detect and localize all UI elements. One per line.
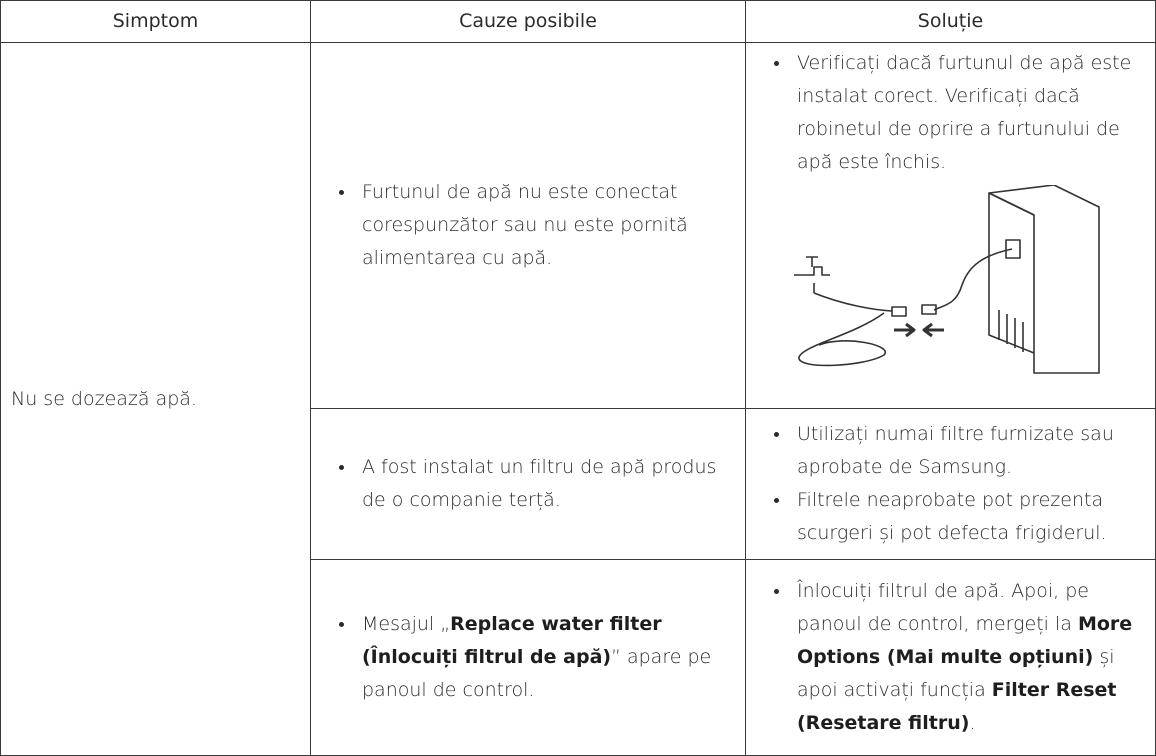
- bullet-item: Utilizați numai filtre furnizate sau apr…: [791, 418, 1145, 484]
- solutions-cell: Utilizați numai filtre furnizate sau apr…: [745, 408, 1156, 560]
- fridge-vents: [998, 310, 1024, 352]
- text: ” apare pe panoul de control.: [362, 646, 712, 701]
- text: Mesajul „: [362, 613, 451, 635]
- row: Mesajul „Replace water filter (Înlocuiți…: [1, 559, 1156, 756]
- connector: [891, 306, 907, 317]
- hose-fridge: [933, 248, 1013, 311]
- bullet-item: Înlocuiți filtrul de apă. Apoi, pe panou…: [791, 575, 1145, 740]
- header-cell: Soluție: [745, 0, 1156, 43]
- solutions-cell: Verificați dacă furtunul de apă este ins…: [745, 42, 1156, 409]
- solution-list: Verificați dacă furtunul de apă este ins…: [766, 47, 1145, 179]
- bullet-item: Filtrele neaprobate pot prezenta scurger…: [791, 484, 1145, 550]
- arrow-right: [894, 322, 916, 338]
- header-cell: Simptom: [0, 0, 311, 43]
- symptom: Nu se dozează apă.: [11, 387, 197, 410]
- text: Filtrele neaprobate pot prezenta scurger…: [797, 489, 1107, 544]
- header-cell: Cauze posibile: [310, 0, 746, 43]
- solution-list: Utilizați numai filtre furnizate sau apr…: [766, 418, 1145, 550]
- causes-cell: A fost instalat un filtru de apă produs …: [310, 408, 746, 560]
- solution-list: Înlocuiți filtrul de apă. Apoi, pe panou…: [766, 575, 1145, 740]
- cause-list: A fost instalat un filtru de apă produs …: [331, 451, 735, 517]
- causes-cell: Furtunul de apă nu este conectat corespu…: [310, 42, 746, 409]
- faucet: [794, 256, 893, 312]
- text: Utilizați numai filtre furnizate sau apr…: [797, 423, 1114, 478]
- bullet-item: Mesajul „Replace water filter (Înlocuiți…: [356, 608, 735, 707]
- arrow-left: [922, 322, 944, 338]
- text: Verificați dacă furtunul de apă este ins…: [797, 52, 1132, 173]
- header-row: Simptom Cauze posibile Soluție: [0, 0, 1156, 43]
- causes-cell: Mesajul „Replace water filter (Înlocuiți…: [310, 559, 746, 756]
- bullet-item: Furtunul de apă nu este conectat corespu…: [356, 176, 735, 275]
- bullet-item: A fost instalat un filtru de apă produs …: [356, 451, 735, 517]
- cause-list: Furtunul de apă nu este conectat corespu…: [331, 176, 735, 275]
- row: A fost instalat un filtru de apă produs …: [1, 408, 1156, 560]
- solutions-cell: Înlocuiți filtrul de apă. Apoi, pe panou…: [745, 559, 1156, 756]
- emphasis-text: More Options (Mai multe opțiuni): [797, 613, 1133, 668]
- hose-coil: [798, 312, 887, 367]
- text: Înlocuiți filtrul de apă. Apoi, pe panou…: [797, 580, 1089, 635]
- text: Furtunul de apă nu este conectat corespu…: [362, 181, 688, 269]
- row: Nu se dozează apă. Furtunul de apă nu es…: [0, 42, 1156, 756]
- text: și apoi activați funcția: [797, 646, 1115, 701]
- cause-list: Mesajul „Replace water filter (Înlocuiți…: [331, 608, 735, 707]
- connector: [921, 304, 937, 315]
- fridge: [988, 185, 1100, 374]
- bullet-item: Verificați dacă furtunul de apă este ins…: [791, 47, 1145, 179]
- symptom-cell: Nu se dozează apă.: [0, 42, 311, 756]
- fridge-edge: [988, 192, 1035, 354]
- emphasis-text: Replace water filter (Înlocuiți filtrul …: [362, 613, 662, 668]
- emphasis-text: Filter Reset (Resetare filtru): [797, 679, 1117, 734]
- hose-illustration: [794, 185, 1100, 374]
- text: A fost instalat un filtru de apă produs …: [362, 456, 717, 511]
- text: .: [969, 712, 976, 734]
- water-inlet: [1005, 239, 1021, 259]
